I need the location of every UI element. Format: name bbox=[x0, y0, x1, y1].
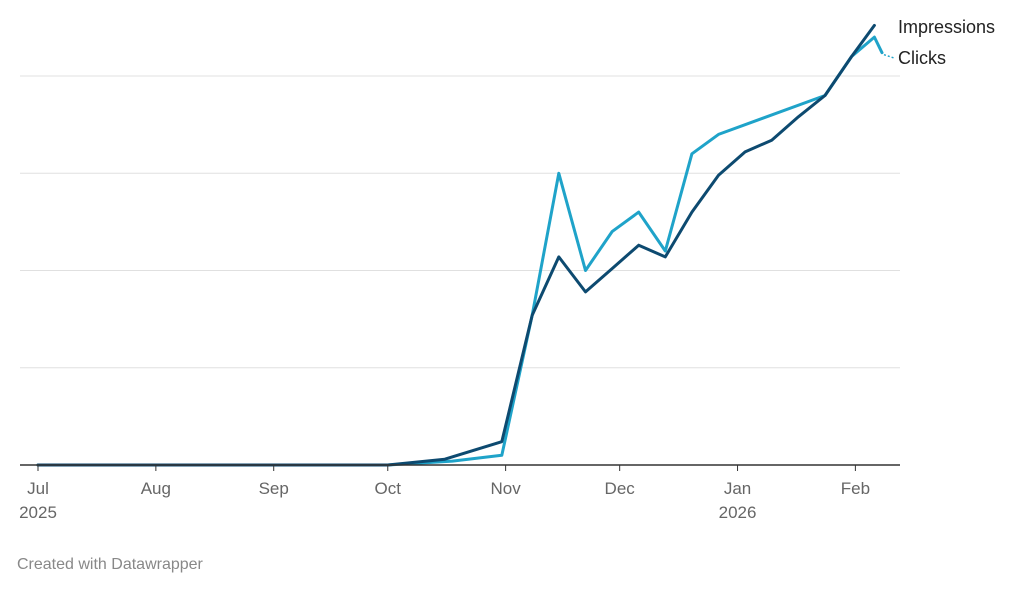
legend: Clicks Impressions bbox=[883, 17, 995, 68]
x-tick-label: Aug bbox=[141, 479, 171, 498]
x-tick-label: Dec bbox=[605, 479, 636, 498]
legend-label-clicks: Clicks bbox=[898, 48, 946, 68]
x-tick-label: Oct bbox=[375, 479, 402, 498]
gridlines bbox=[20, 75, 900, 369]
x-tick-label: Nov bbox=[491, 479, 522, 498]
x-tick-sublabel: 2026 bbox=[719, 503, 757, 522]
legend-label-impressions: Impressions bbox=[898, 17, 995, 37]
x-axis-ticks: Jul 2025 Aug Sep Oct Nov Dec Jan 2026 Feb bbox=[19, 465, 870, 522]
x-tick-sublabel: 2025 bbox=[19, 503, 57, 522]
x-tick-label: Jan bbox=[724, 479, 751, 498]
x-tick-label: Jul bbox=[27, 479, 49, 498]
series-lines bbox=[36, 23, 884, 467]
series-line-clicks bbox=[36, 35, 884, 467]
series-line-impressions bbox=[36, 23, 876, 467]
legend-connector-clicks bbox=[883, 53, 895, 59]
x-tick-label: Sep bbox=[259, 479, 289, 498]
datawrapper-credit: Created with Datawrapper bbox=[17, 556, 203, 573]
x-tick-label: Feb bbox=[841, 479, 870, 498]
